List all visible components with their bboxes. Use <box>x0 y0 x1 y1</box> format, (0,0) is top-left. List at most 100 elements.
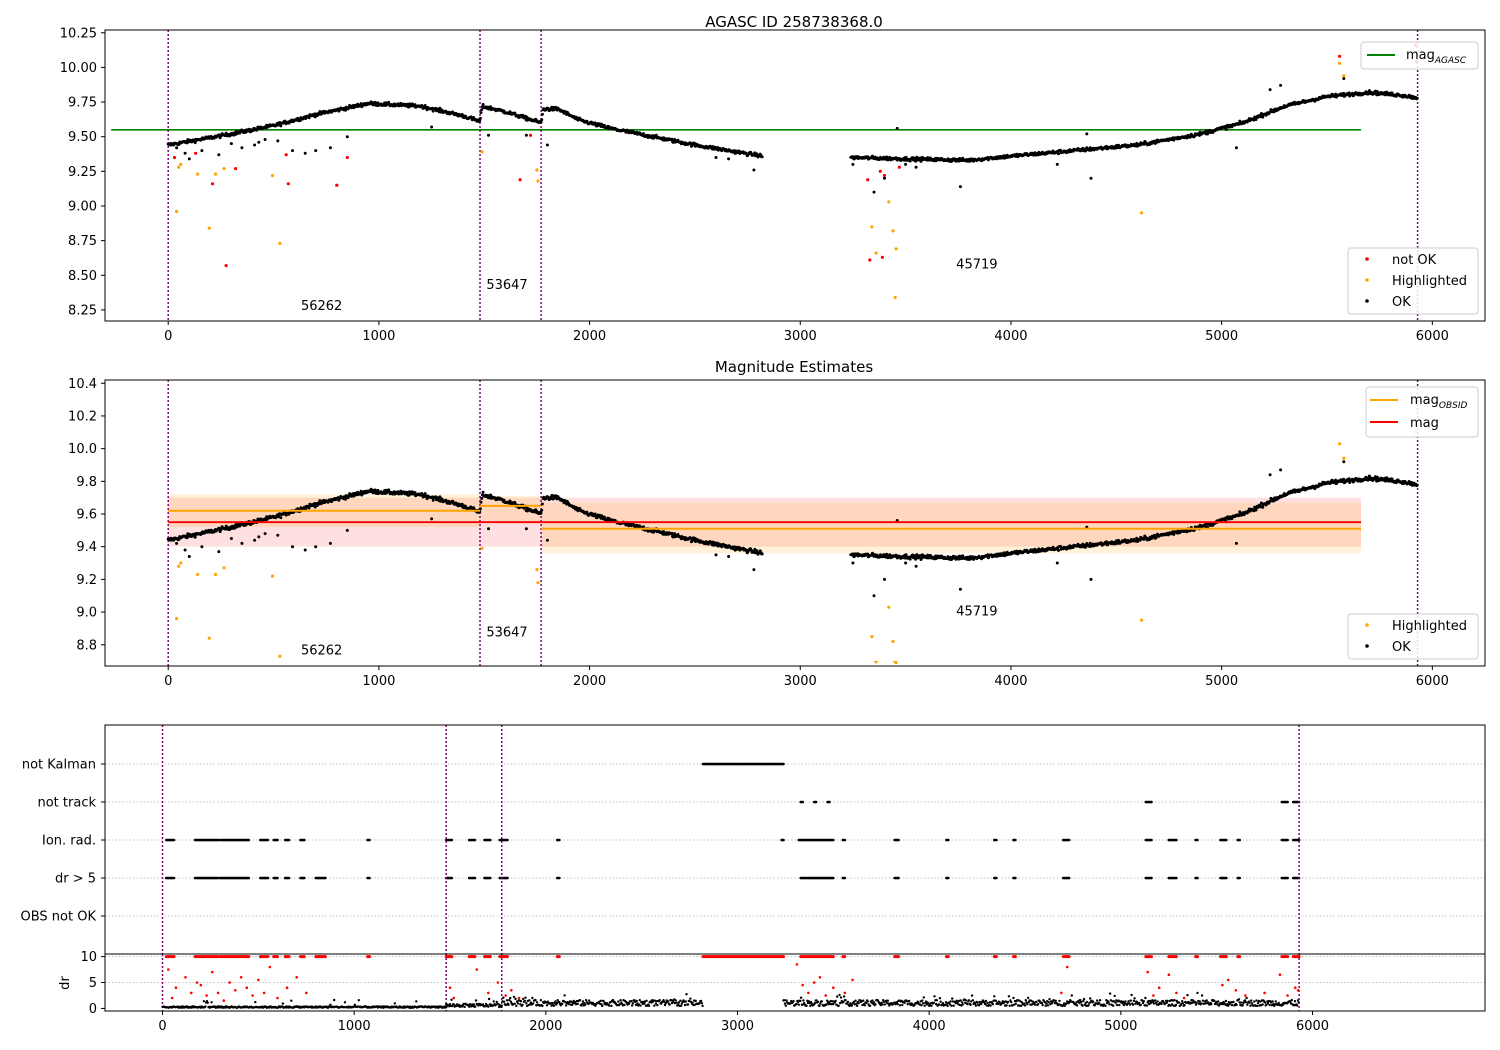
ok-point <box>291 545 294 549</box>
highlighted-point <box>536 581 540 585</box>
dr-point <box>531 996 534 1000</box>
highlighted-point <box>270 574 275 578</box>
ok-point <box>1057 548 1060 552</box>
flag-point <box>1196 838 1199 842</box>
highlighted-point <box>196 572 200 577</box>
dr-point <box>584 999 588 1002</box>
ok-point <box>1224 127 1228 131</box>
legend-not-ok-marker <box>1365 257 1369 261</box>
highlighted-point <box>480 546 484 550</box>
y-tick-label: 9.0 <box>76 606 97 621</box>
ok-point <box>1342 77 1346 80</box>
flag-point <box>1150 838 1153 842</box>
panel-1-legend-bottom: not OK Highlighted OK <box>1347 247 1479 315</box>
panel-1-frame <box>104 29 1486 322</box>
obsid-label: 53647 <box>486 278 527 293</box>
highlighted-point <box>278 654 282 658</box>
ok-point <box>1088 146 1092 150</box>
ok-point <box>539 511 543 515</box>
ok-point <box>263 532 267 536</box>
ok-point <box>1057 152 1060 156</box>
dr-point <box>668 1003 671 1006</box>
dr-point <box>525 1002 528 1005</box>
flag-point <box>1150 800 1153 804</box>
ok-point <box>229 142 233 146</box>
not-ok-point <box>224 264 228 268</box>
dr-point <box>281 1002 285 1005</box>
y-tick-label: 9.00 <box>68 199 97 214</box>
dr-point <box>512 995 516 999</box>
flag-point <box>814 800 818 804</box>
highlighted-point <box>1338 61 1342 65</box>
x-tick-label: 0 <box>164 329 172 344</box>
dr-point <box>534 998 537 1002</box>
x-tick-label: 5000 <box>1205 329 1238 344</box>
ok-point <box>480 497 484 500</box>
x-tick-label: 5000 <box>1205 674 1238 689</box>
highlighted-point <box>874 251 878 255</box>
ok-point <box>487 133 490 137</box>
highlighted-point <box>1342 456 1346 460</box>
ok-point <box>714 553 718 557</box>
dr-point <box>472 1003 475 1006</box>
dr-point <box>516 1002 520 1005</box>
dr-point <box>630 1000 633 1003</box>
ok-point <box>1206 132 1209 136</box>
ok-point <box>478 116 482 120</box>
dr-point <box>202 1000 206 1003</box>
x-tick-label: 2000 <box>573 329 606 344</box>
flag-point <box>1286 838 1289 842</box>
ok-point <box>345 528 349 532</box>
flag-point <box>1175 876 1178 880</box>
obsid-label: 45719 <box>956 257 997 272</box>
ok-point <box>257 140 261 144</box>
dr-point <box>333 998 336 1002</box>
dr-point <box>210 1001 213 1004</box>
ok-point <box>1268 473 1272 477</box>
ok-point <box>240 146 244 150</box>
dr-point <box>587 999 591 1002</box>
ok-point <box>670 137 674 141</box>
flag-point <box>276 838 279 842</box>
dr-point <box>500 1004 503 1007</box>
dr-point <box>492 1000 495 1003</box>
ok-point <box>760 155 764 159</box>
flag-point <box>947 876 950 880</box>
highlighted-point <box>278 241 282 245</box>
flag-point <box>1238 876 1241 880</box>
ok-point <box>524 527 528 531</box>
legend-mag-label: mag <box>1410 416 1439 431</box>
dr-point <box>584 1003 587 1006</box>
dr-point <box>357 999 360 1002</box>
legend-ok-marker <box>1365 299 1369 303</box>
not-ok-point <box>529 133 533 137</box>
panel-2-plot-area <box>166 380 1419 666</box>
dr-point <box>535 1001 539 1004</box>
flag-point <box>276 876 279 880</box>
dr-point <box>450 998 453 1001</box>
flag-point <box>1286 876 1289 880</box>
y-tick-label: 8.8 <box>76 638 97 653</box>
obsid-label: 56262 <box>301 299 342 314</box>
ok-point <box>524 133 528 137</box>
highlighted-point <box>214 172 218 176</box>
ok-point <box>187 555 191 558</box>
y-tick-label: 10.00 <box>60 61 97 76</box>
obsid-label: 45719 <box>956 604 997 619</box>
flag-point <box>782 838 785 842</box>
dr-point <box>610 1004 613 1008</box>
dr-point <box>507 1003 510 1006</box>
ok-point <box>1154 141 1158 145</box>
flag-point <box>995 838 998 842</box>
ok-point <box>257 535 261 539</box>
y-tick-label: 9.4 <box>76 540 97 555</box>
not-ok-point <box>1338 54 1342 58</box>
dr-point <box>623 1003 626 1007</box>
y-tick-label: 9.75 <box>68 96 97 111</box>
obsid-label: 56262 <box>301 644 342 659</box>
ok-point <box>1261 505 1265 509</box>
ok-point <box>1234 146 1238 150</box>
dr-point <box>290 999 293 1002</box>
not-ok-point <box>345 155 349 160</box>
